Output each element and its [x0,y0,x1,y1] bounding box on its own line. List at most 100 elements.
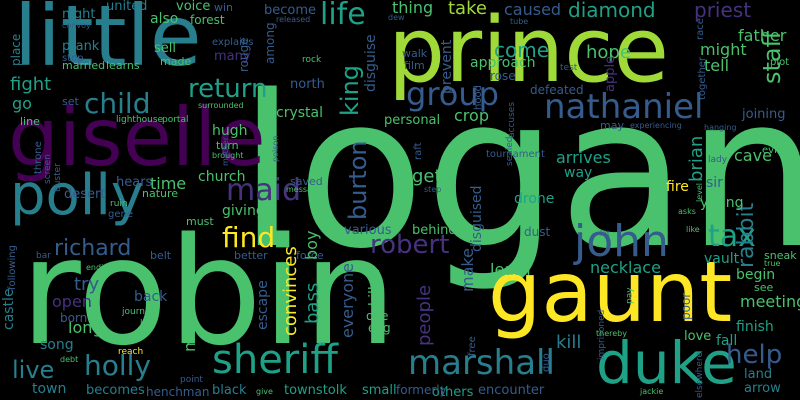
word-want: want [764,135,792,148]
word-forest: forest [190,13,225,27]
word-night: night [62,7,96,22]
word-place: place [9,33,23,66]
word-raft: raft [413,142,424,160]
word-everyone: everyone [338,263,357,338]
word-child: child [84,87,151,120]
word-thereby: thereby [596,329,627,338]
word-film: film [404,59,425,72]
word-life: life [320,0,366,32]
word-marshall: marshall [408,343,555,383]
word-win: win [214,1,234,14]
word-walk: walk [402,47,428,60]
word-arrow: arrow [744,381,781,396]
word-may: may [600,119,624,132]
word-give: give [256,387,273,396]
word-born: born [60,311,88,325]
word-learns: learns [106,59,140,72]
word-diamond: diamond [568,0,656,22]
word-giselle: giselle [8,91,266,184]
word-go: go [12,94,32,113]
word-group: group [406,75,499,113]
word-among: among [263,22,277,64]
word-town: town [32,381,67,397]
word-kill: kill [556,332,582,353]
word-message: message [286,185,322,194]
word-king: king [336,64,364,116]
word-father: father [738,26,787,45]
word-robin: robin [20,206,398,378]
word-bass: bass [302,282,323,324]
word-becomes: becomes [86,383,145,398]
word-live: live [12,356,55,384]
word-sheriff: sheriff [212,337,338,383]
word-force: force [296,249,324,262]
word-saved: saved [290,175,323,188]
word-make: make [458,248,477,292]
word-set: set [62,95,79,108]
word-try: try [74,274,100,295]
word-test: test [560,63,578,73]
word-debt: debt [60,355,79,364]
word-poor: poor [679,292,693,320]
word-priest: priest [694,0,752,22]
word-step: step [424,185,442,194]
word-imprisoned: imprisoned [597,309,607,360]
word-sneak: sneak [764,249,797,262]
word-ruin: ruin [110,199,128,209]
word-henchman: henchman [146,385,210,399]
word-poison: poison [271,135,280,162]
word-become: become [264,3,317,18]
word-vault: vault [704,251,740,267]
word-defeated: defeated [530,83,584,97]
word-pay: pay [625,287,635,304]
word-race: race [695,18,706,40]
word-back: back [134,289,168,305]
word-left: left [140,319,155,329]
word-evil: evil [762,145,780,156]
word-sell: sell [154,41,176,56]
word-many: many [214,49,251,64]
word-caused: caused [504,0,562,19]
word-church: church [198,169,246,185]
word-fight: fight [10,74,52,95]
word-journey: journey [122,307,156,317]
word-mother: mother [221,136,230,166]
word-true: true [764,259,781,268]
word-asks: asks [678,207,696,216]
word-hears: hears [116,175,153,190]
word-cave: cave [734,146,772,165]
word-dew: dew [388,13,405,22]
word-desert: desert [64,187,106,202]
word-hood: hood [473,85,484,110]
word-castle: castle [1,288,17,330]
word-formerly: formerly [396,383,447,397]
word-accuses: accuses [507,101,517,138]
word-elsewhere: elsewhere [695,352,705,398]
word-various: various [344,223,392,238]
word-belt: belt [150,249,172,262]
word-married: married [62,59,106,72]
word-released: released [276,15,311,24]
word-people: people [414,284,435,346]
word-small: small [362,383,397,398]
word-way: way [564,165,593,181]
word-north: north [290,77,325,92]
word-approach: approach [470,55,536,71]
word-open: open [52,292,92,311]
word-thing: thing [392,0,434,17]
word-holly: holly [84,349,152,382]
word-see: see [754,281,774,294]
word-polly: polly [10,163,145,228]
word-richard: richard [54,236,132,261]
word-escape: escape [255,280,271,330]
word-learn: learn [490,260,531,279]
word-buster: buster [53,163,63,192]
word-disguise: disguise [363,34,379,92]
word-must: must [186,215,214,228]
word-lighthouse: lighthouse [116,115,164,125]
word-prince: prince [388,0,670,103]
word-drone: drone [514,191,555,207]
word-meeting: meeting [740,292,800,311]
word-point: point [180,375,203,385]
word-come: come [494,38,550,62]
